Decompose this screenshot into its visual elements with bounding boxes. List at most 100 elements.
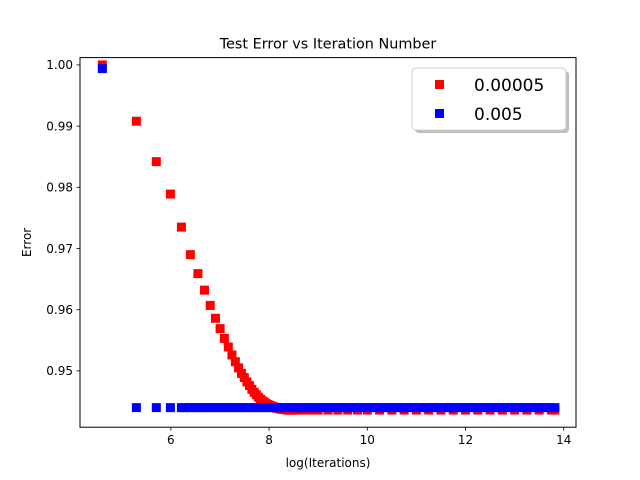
data-point (274, 403, 284, 413)
data-point (165, 189, 175, 199)
x-tick-label: 14 (556, 433, 571, 447)
data-point (131, 403, 141, 413)
data-point (227, 350, 237, 360)
data-point (392, 403, 402, 413)
y-tick-label: 1.00 (46, 58, 73, 72)
data-point (151, 403, 161, 413)
data-point (461, 403, 471, 413)
axis-ticks: 6 8 10 12 14 0.95 0.96 0.97 0.98 0.99 1.00 (46, 58, 571, 447)
data-point (500, 403, 510, 413)
data-point (318, 403, 328, 413)
data-point (259, 403, 269, 413)
data-point (298, 403, 308, 413)
data-point (249, 403, 259, 413)
data-point (219, 333, 229, 343)
legend-swatch-1 (435, 109, 444, 118)
data-point (485, 403, 495, 413)
data-point (387, 403, 397, 413)
data-point (151, 157, 161, 167)
data-point (465, 403, 475, 413)
data-point (515, 403, 525, 413)
data-point (406, 403, 416, 413)
data-point (357, 403, 367, 413)
data-point (210, 313, 220, 323)
data-point (480, 403, 490, 413)
data-point (402, 403, 412, 413)
data-point (131, 116, 141, 126)
data-point (343, 403, 353, 413)
data-point (303, 403, 313, 413)
data-point (185, 250, 195, 260)
data-point (225, 403, 235, 413)
data-point (308, 403, 318, 413)
y-tick-label: 0.97 (46, 242, 73, 256)
data-point (210, 403, 220, 413)
data-point (377, 403, 387, 413)
x-tick-label: 6 (167, 433, 175, 447)
data-point (397, 403, 407, 413)
y-tick-label: 0.95 (46, 364, 73, 378)
chart-title: Test Error vs Iteration Number (219, 37, 437, 53)
data-point (436, 403, 446, 413)
data-point (524, 403, 534, 413)
data-point (279, 403, 289, 413)
data-point (230, 357, 240, 367)
data-point (510, 403, 520, 413)
data-point (284, 403, 294, 413)
data-point (181, 403, 191, 413)
data-point (205, 300, 215, 310)
y-axis-label: Error (20, 228, 34, 257)
data-point (264, 403, 274, 413)
legend-swatch-0 (435, 80, 444, 89)
data-point (313, 403, 323, 413)
data-point (550, 403, 560, 413)
data-point (416, 403, 426, 413)
data-point (333, 403, 343, 413)
data-point (505, 403, 515, 413)
data-point (254, 403, 264, 413)
data-point (244, 403, 254, 413)
data-point (544, 403, 554, 413)
data-point (230, 403, 240, 413)
legend-box (411, 67, 567, 131)
legend-label-0: 0.00005 (474, 76, 544, 96)
legend: 0.00005 0.005 (411, 67, 569, 133)
data-point (426, 403, 436, 413)
data-point (475, 403, 485, 413)
data-point (294, 403, 304, 413)
axes-frame (79, 57, 577, 428)
x-axis-label: log(Iterations) (286, 456, 371, 470)
data-point (495, 403, 505, 413)
data-point (470, 403, 480, 413)
data-point (199, 285, 209, 295)
data-point (372, 403, 382, 413)
y-tick-label: 0.96 (46, 303, 73, 317)
data-point (352, 403, 362, 413)
y-tick-label: 0.98 (46, 181, 73, 195)
data-point (97, 64, 107, 74)
data-point (338, 403, 348, 413)
data-point (195, 403, 205, 413)
data-point (215, 403, 225, 413)
plot-area (97, 60, 560, 415)
data-point (367, 403, 377, 413)
data-point (529, 403, 539, 413)
data-point (235, 403, 245, 413)
data-point (205, 403, 215, 413)
data-point (240, 403, 250, 413)
data-point (519, 403, 529, 413)
series-1 (97, 64, 560, 413)
data-point (200, 403, 210, 413)
data-point (289, 403, 299, 413)
data-point (223, 342, 233, 352)
data-point (190, 403, 200, 413)
data-point (362, 403, 372, 413)
data-point (456, 403, 466, 413)
y-tick-label: 0.99 (46, 119, 73, 133)
legend-label-1: 0.005 (474, 105, 523, 125)
data-point (421, 403, 431, 413)
data-point (490, 403, 500, 413)
data-point (446, 403, 456, 413)
data-point (431, 403, 441, 413)
